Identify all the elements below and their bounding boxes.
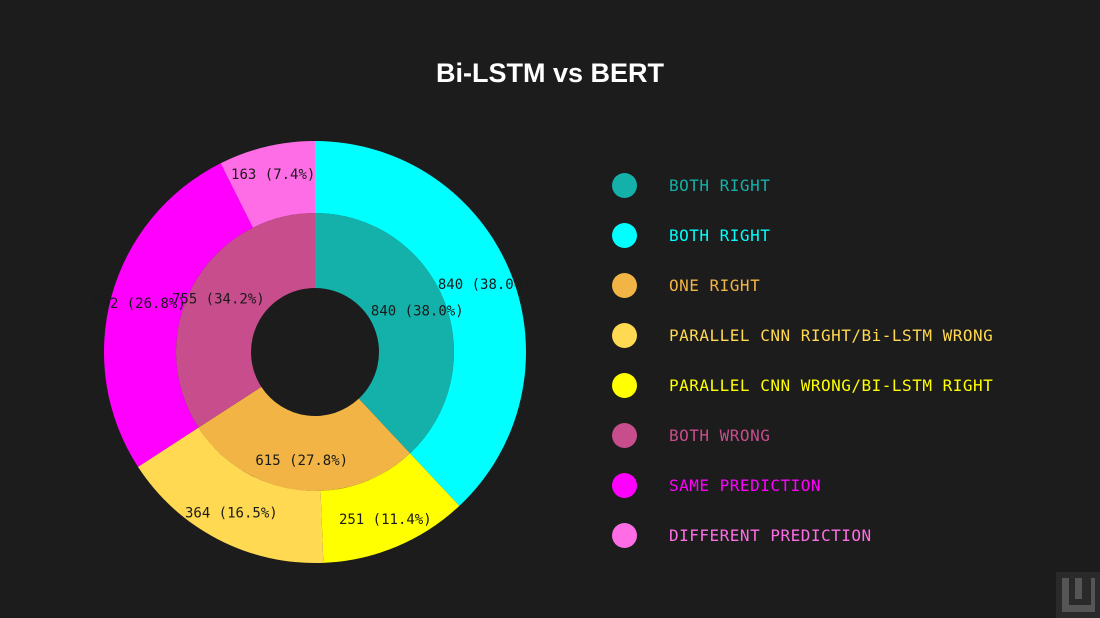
legend-swatch (612, 322, 637, 348)
legend-swatch (612, 172, 637, 198)
legend-swatch (612, 472, 637, 498)
legend-swatch (612, 522, 637, 548)
donut-slice-outer-2 (138, 427, 324, 563)
legend-item: BOTH RIGHT (612, 160, 993, 210)
legend-item: BOTH RIGHT (612, 210, 993, 260)
slice-label-outer-3: 592 (26.8%) (93, 296, 186, 312)
legend-item: ONE RIGHT (612, 260, 993, 310)
donut-chart: 840 (38.0%) 615 (27.8%) 755 (34.2%) 840 (38… (93, 141, 531, 563)
legend-label: DIFFERENT PREDICTION (669, 525, 872, 545)
legend-label: SAME PREDICTION (669, 475, 821, 495)
donut-slice-outer-3 (103, 163, 253, 467)
slice-label-inner-1: 615 (27.8%) (255, 453, 348, 469)
legend-label: BOTH WRONG (669, 425, 771, 445)
donut-slice-inner-0 (315, 213, 455, 454)
legend-item: SAME PREDICTION (612, 460, 993, 510)
legend-swatch (612, 222, 637, 248)
legend-label: BOTH RIGHT (669, 175, 771, 195)
slice-label-outer-2: 364 (16.5%) (185, 506, 278, 522)
chart-legend: BOTH RIGHT BOTH RIGHT ONE RIGHT PARALLEL CN… (612, 160, 993, 560)
legend-item: PARALLEL CNN WRONG/BI-LSTM RIGHT (612, 360, 993, 410)
legend-swatch (612, 372, 637, 398)
legend-swatch (612, 272, 637, 298)
slice-label-outer-4: 163 (7.4%) (231, 167, 315, 183)
legend-item: BOTH WRONG (612, 410, 993, 460)
donut-slice-outer-0 (315, 141, 527, 506)
legend-swatch (612, 422, 637, 448)
donut-slice-inner-2 (175, 213, 315, 428)
donut-slice-outer-4 (220, 141, 315, 228)
chart-title: Bi-LSTM vs BERT (435, 58, 664, 88)
donut-slice-inner-1 (198, 386, 411, 492)
slice-label-inner-0: 840 (38.0%) (371, 304, 464, 320)
legend-label: PARALLEL CNN RIGHT/Bi-LSTM WRONG (669, 325, 994, 345)
slice-label-inner-2: 755 (34.2%) (172, 292, 265, 308)
legend-label: BOTH RIGHT (669, 225, 771, 245)
legend-item: DIFFERENT PREDICTION (612, 510, 993, 560)
brand-logo-icon (1056, 572, 1100, 618)
donut-slice-outer-1 (320, 453, 460, 563)
legend-label: PARALLEL CNN WRONG/BI-LSTM RIGHT (669, 375, 994, 395)
legend-label: ONE RIGHT (669, 275, 761, 295)
legend-item: PARALLEL CNN RIGHT/Bi-LSTM WRONG (612, 310, 993, 360)
slice-label-outer-0: 840 (38.0%) (438, 277, 531, 293)
slice-label-outer-1: 251 (11.4%) (339, 512, 432, 528)
